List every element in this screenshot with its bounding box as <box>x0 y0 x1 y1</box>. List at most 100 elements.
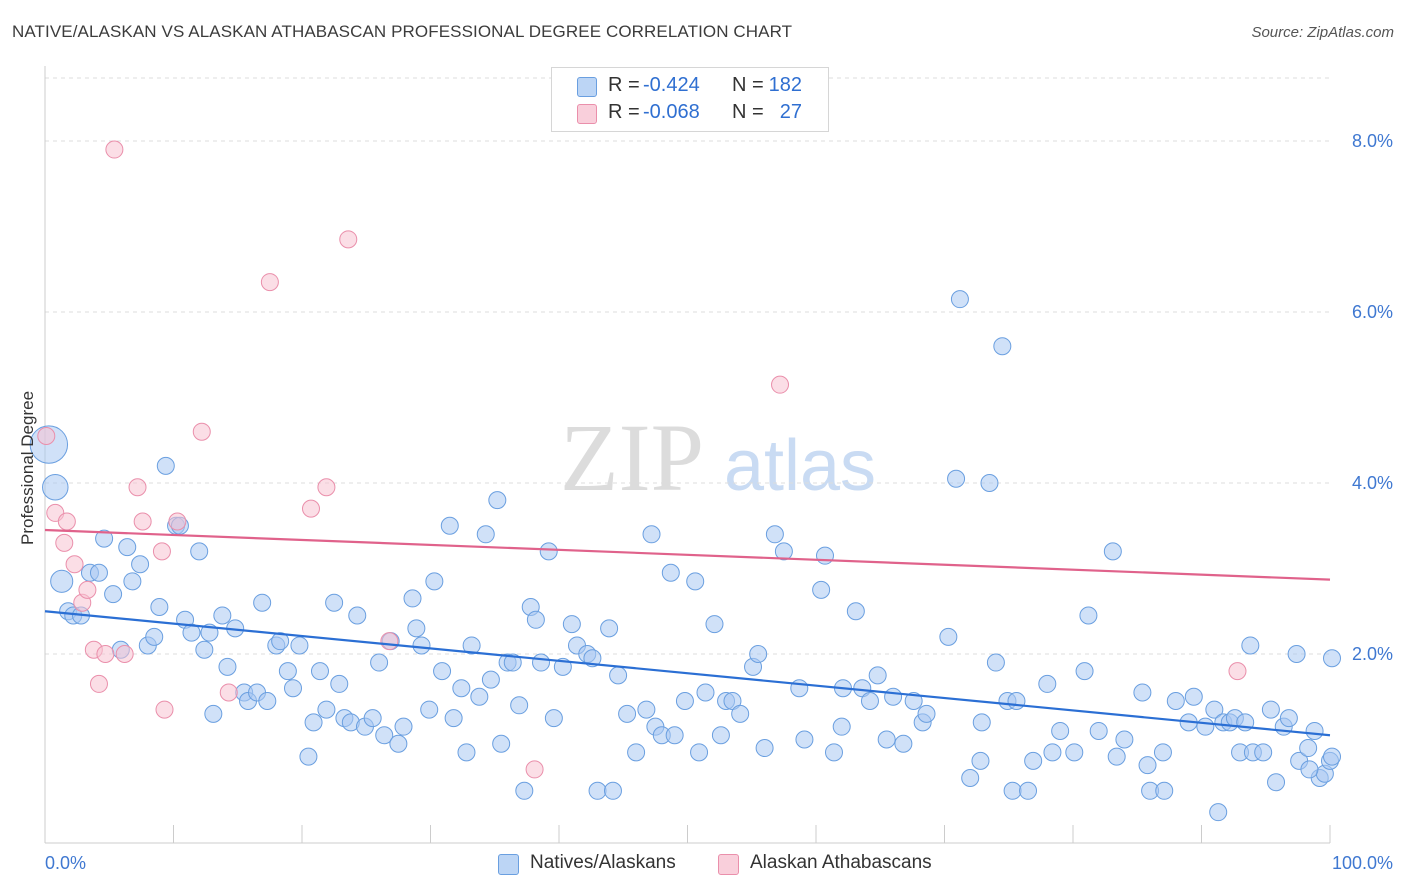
athabascan-point <box>168 512 187 531</box>
native-alaskan-point <box>145 627 164 646</box>
native-alaskan-point <box>877 730 896 749</box>
legend-n-value: 27 <box>779 101 802 123</box>
native-alaskan-point <box>824 743 843 762</box>
native-alaskan-point <box>1300 760 1319 779</box>
legend-row-natives: R = -0.424 N = 182 <box>552 74 828 100</box>
native-alaskan-point <box>986 653 1005 672</box>
native-alaskan-point <box>812 580 831 599</box>
native-alaskan-point <box>795 730 814 749</box>
native-alaskan-point <box>271 632 290 651</box>
y-tick-label: 4.0% <box>1352 473 1393 493</box>
native-alaskan-point <box>412 636 431 655</box>
athabascan-point <box>155 700 174 719</box>
native-alaskan-point <box>583 649 602 668</box>
athabascan-point <box>339 230 358 249</box>
legend-r-value: -0.424 <box>643 74 700 96</box>
native-alaskan-point <box>765 525 784 544</box>
native-alaskan-point <box>618 704 637 723</box>
native-alaskan-point <box>89 563 108 582</box>
athabascan-point <box>55 533 74 552</box>
native-alaskan-point <box>894 734 913 753</box>
native-alaskan-point <box>510 696 529 715</box>
athabascan-point <box>105 140 124 159</box>
native-alaskan-point <box>532 653 551 672</box>
legend-r-label: R = <box>608 74 640 96</box>
native-alaskan-point <box>375 726 394 745</box>
native-alaskan-point <box>1019 781 1038 800</box>
native-alaskan-trend-line <box>44 610 1331 737</box>
bottom-legend-swatch-pink <box>718 854 739 875</box>
legend-n-label: N = <box>732 101 764 123</box>
native-alaskan-point <box>370 653 389 672</box>
native-alaskan-point <box>1075 662 1094 681</box>
bottom-legend-natives: Natives/Alaskans <box>498 852 698 878</box>
native-alaskan-point <box>1133 683 1152 702</box>
native-alaskan-point <box>190 542 209 561</box>
native-alaskan-point <box>1323 747 1341 766</box>
native-alaskan-point <box>1241 636 1260 655</box>
native-alaskan-point <box>609 666 628 685</box>
athabascan-point <box>65 555 84 574</box>
native-alaskan-point <box>330 674 349 693</box>
legend: R = -0.424 N = 182 R = -0.068 N = 27 <box>551 67 829 132</box>
native-alaskan-point <box>317 700 336 719</box>
native-alaskan-point <box>182 623 201 642</box>
athabascan-point <box>771 375 790 394</box>
native-alaskan-point <box>690 743 709 762</box>
athabascan-point <box>96 645 115 663</box>
native-alaskan-point <box>1103 542 1122 561</box>
y-axis-label: Professional Degree <box>18 390 37 545</box>
native-alaskan-point <box>1209 803 1228 822</box>
native-alaskan-point <box>462 636 481 655</box>
native-alaskan-point <box>213 606 232 625</box>
native-alaskan-point <box>1299 739 1318 758</box>
native-alaskan-point <box>503 653 522 672</box>
native-alaskan-point <box>310 662 329 681</box>
native-alaskan-point <box>947 469 966 488</box>
native-alaskan-point <box>195 640 214 659</box>
y-tick-label: 8.0% <box>1352 131 1393 151</box>
native-alaskan-point <box>686 572 705 591</box>
native-alaskan-point <box>1107 747 1126 766</box>
native-alaskan-point <box>993 337 1012 356</box>
native-alaskan-point <box>1038 674 1057 693</box>
athabascan-point <box>78 580 97 599</box>
native-alaskan-point <box>790 679 809 698</box>
athabascan-point <box>115 645 134 663</box>
points <box>29 140 1341 822</box>
athabascan-point <box>57 512 76 531</box>
native-alaskan-point <box>868 666 887 685</box>
native-alaskan-point <box>1153 743 1172 762</box>
native-alaskan-point <box>123 572 142 591</box>
native-alaskan-point <box>1184 687 1203 706</box>
native-alaskan-point <box>1089 721 1108 740</box>
bottom-legend-swatch-blue <box>498 854 519 875</box>
native-alaskan-point <box>755 739 774 758</box>
native-alaskan-point <box>131 555 150 574</box>
native-alaskan-point <box>884 687 903 706</box>
native-alaskan-point <box>1205 700 1224 719</box>
native-alaskan-point <box>980 474 999 492</box>
watermark: ZIP atlas <box>560 404 876 511</box>
athabascan-trend-line <box>44 528 1331 581</box>
y-tick-label: 6.0% <box>1352 302 1393 322</box>
native-alaskan-point <box>749 645 768 663</box>
legend-swatch-blue <box>577 77 597 97</box>
y-tick-label: 2.0% <box>1352 644 1393 664</box>
native-alaskan-point <box>150 597 169 616</box>
native-alaskan-point <box>488 491 507 510</box>
native-alaskan-point <box>731 704 750 723</box>
native-alaskan-point <box>440 516 459 535</box>
legend-n-label: N = <box>732 74 764 96</box>
native-alaskan-point <box>389 734 408 753</box>
native-alaskan-point <box>258 692 277 711</box>
native-alaskan-point <box>1305 721 1324 740</box>
native-alaskan-point <box>407 619 426 638</box>
native-alaskan-point <box>253 593 272 612</box>
native-alaskan-point <box>1323 649 1341 668</box>
tick-labels: 2.0% 4.0% 6.0% 8.0% 0.0% 100.0% <box>45 131 1393 873</box>
native-alaskan-point <box>627 743 646 762</box>
native-alaskan-point <box>1051 721 1070 740</box>
native-alaskan-point <box>950 290 969 309</box>
athabascan-point <box>317 478 336 497</box>
